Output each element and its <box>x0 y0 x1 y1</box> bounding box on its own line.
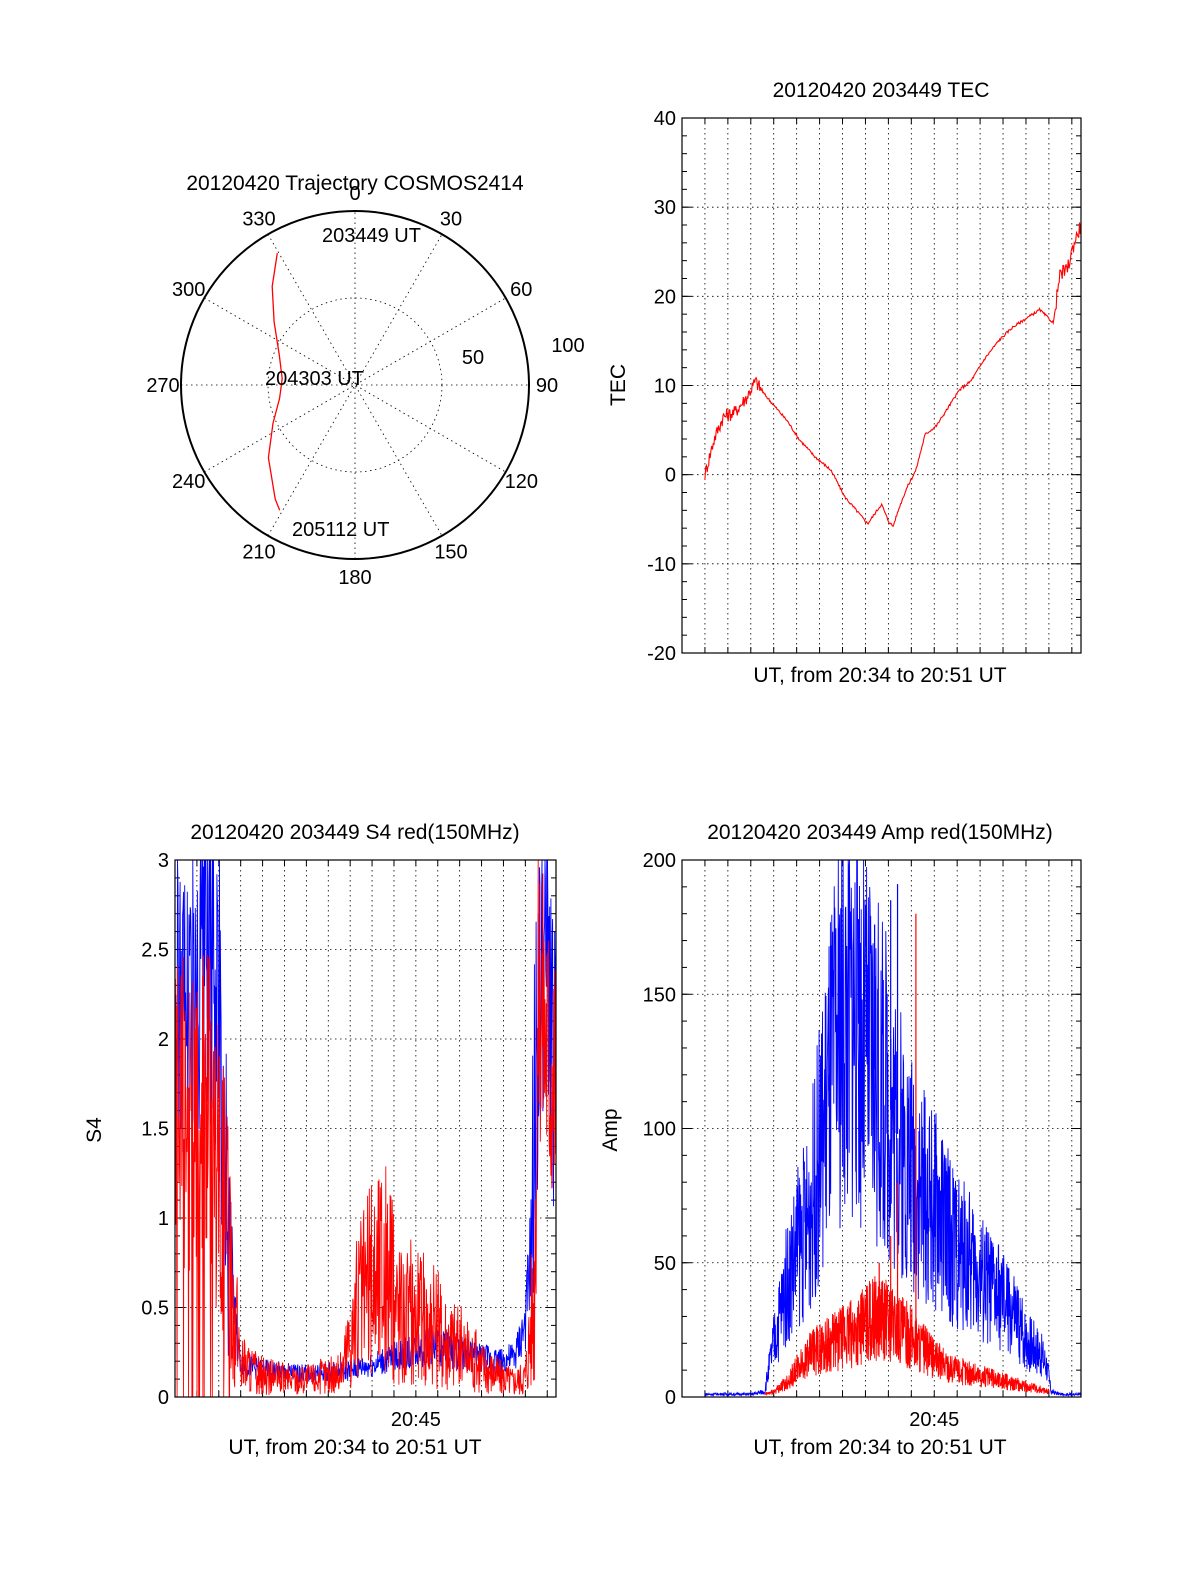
s4-chart: 20120420 203449 S4 red(150MHz) 0 0.5 1 1.5 2… <box>83 821 557 1459</box>
y-tick-label: 0 <box>665 1387 676 1409</box>
y-tick-label: 150 <box>643 984 676 1006</box>
series-line <box>764 1276 1050 1396</box>
trajectory-end-label: 205112 UT <box>292 519 389 541</box>
amp-plot-frame <box>681 859 1082 1398</box>
series-line <box>704 221 1082 528</box>
y-tick-label: 2.5 <box>141 940 169 962</box>
azimuth-label: 120 <box>505 471 538 493</box>
y-tick-label: 1 <box>158 1208 169 1230</box>
y-tick-label: 100 <box>643 1119 676 1141</box>
polar-grid-spoke <box>267 234 443 536</box>
y-tick-label: 2 <box>158 1029 169 1051</box>
azimuth-label: 300 <box>172 279 205 301</box>
y-tick-label: 200 <box>643 850 676 872</box>
trajectory-polar-plot: 20120420 Trajectory COSMOS2414 0 30 60 90 12… <box>146 172 584 589</box>
y-tick-label: 3 <box>158 850 169 872</box>
azimuth-label: 0 <box>349 183 360 205</box>
y-tick-label: -20 <box>647 643 676 665</box>
tec-chart: 20120420 203449 TEC -20 -10 0 10 20 30 40 UT, … <box>607 79 1082 687</box>
y-tick-label: 0 <box>158 1387 169 1409</box>
azimuth-label: 150 <box>434 541 467 563</box>
amp-title: 20120420 203449 Amp red(150MHz) <box>707 821 1053 844</box>
azimuth-label: 270 <box>146 375 179 397</box>
tec-plot-frame <box>681 117 1082 654</box>
ring-label: 100 <box>551 335 584 357</box>
y-tick-label: -10 <box>647 554 676 576</box>
polar-outer-ring <box>180 210 530 560</box>
azimuth-label: 30 <box>440 209 462 231</box>
y-tick-label: 1.5 <box>141 1119 169 1141</box>
tec-y-axis-label: TEC <box>607 364 630 406</box>
azimuth-label: 90 <box>536 375 558 397</box>
s4-plot-frame <box>174 859 557 1398</box>
amp-x-axis-label: UT, from 20:34 to 20:51 UT <box>753 1436 1006 1459</box>
series-line <box>174 859 557 1398</box>
polar-grid-spoke <box>204 297 506 473</box>
x-tick-label: 20:45 <box>391 1409 441 1431</box>
azimuth-label: 240 <box>172 471 205 493</box>
s4-x-axis-label: UT, from 20:34 to 20:51 UT <box>228 1436 481 1459</box>
amp-y-axis-label: Amp <box>599 1108 622 1151</box>
x-tick-label: 20:45 <box>909 1409 959 1431</box>
trajectory-start-label: 203449 UT <box>322 225 421 247</box>
tec-title: 20120420 203449 TEC <box>773 79 990 102</box>
y-tick-label: 0.5 <box>141 1298 169 1320</box>
y-tick-label: 40 <box>654 108 676 130</box>
y-tick-label: 20 <box>654 286 676 308</box>
amp-chart: 20120420 203449 Amp red(150MHz) 0 50 100 15… <box>599 821 1082 1459</box>
azimuth-label: 180 <box>338 567 371 589</box>
ring-label: 50 <box>462 347 484 369</box>
trajectory-mid-label: 204303 UT <box>265 368 364 390</box>
azimuth-label: 60 <box>510 279 532 301</box>
polar-grid-spoke <box>267 234 443 536</box>
tec-x-axis-label: UT, from 20:34 to 20:51 UT <box>753 664 1006 687</box>
azimuth-label: 210 <box>242 541 275 563</box>
polar-title: 20120420 Trajectory COSMOS2414 <box>186 172 524 195</box>
polar-grid-spoke <box>204 297 506 473</box>
y-tick-label: 30 <box>654 197 676 219</box>
y-tick-label: 50 <box>654 1253 676 1275</box>
series-line <box>704 859 1082 1398</box>
s4-title: 20120420 203449 S4 red(150MHz) <box>190 821 519 844</box>
trajectory-line <box>267 253 283 511</box>
s4-y-axis-label: S4 <box>83 1117 106 1143</box>
y-tick-label: 10 <box>654 376 676 398</box>
y-tick-label: 0 <box>665 465 676 487</box>
azimuth-label: 330 <box>242 209 275 231</box>
